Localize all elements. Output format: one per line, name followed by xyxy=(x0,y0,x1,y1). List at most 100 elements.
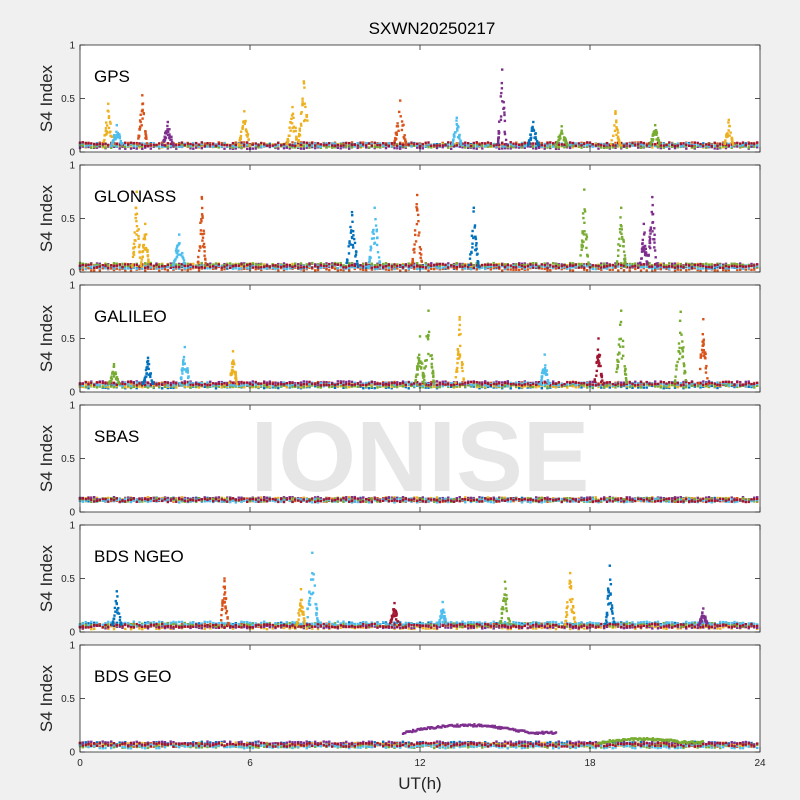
data-point xyxy=(246,265,249,268)
data-point xyxy=(345,141,348,145)
data-point xyxy=(418,143,422,146)
data-point xyxy=(690,263,694,266)
data-point xyxy=(95,266,99,269)
data-point xyxy=(257,144,260,147)
data-point xyxy=(580,248,583,251)
data-point xyxy=(223,267,226,271)
data-point xyxy=(192,147,195,150)
data-point xyxy=(620,232,623,236)
data-point xyxy=(642,265,645,269)
data-point xyxy=(702,144,705,148)
data-point xyxy=(155,267,158,270)
data-point xyxy=(560,264,563,268)
data-point xyxy=(169,266,172,269)
data-point xyxy=(178,265,181,269)
data-point xyxy=(101,267,104,270)
data-point xyxy=(693,264,696,267)
data-point xyxy=(654,124,657,127)
data-point xyxy=(498,147,501,150)
data-point xyxy=(730,146,733,149)
data-point xyxy=(353,145,356,148)
data-point xyxy=(561,132,564,135)
data-point xyxy=(331,266,334,270)
data-point xyxy=(620,146,623,149)
data-point xyxy=(605,265,609,268)
data-point xyxy=(608,386,611,389)
data-point xyxy=(564,138,567,141)
data-point xyxy=(560,143,563,146)
data-point xyxy=(399,263,402,267)
data-point xyxy=(696,267,699,270)
data-point xyxy=(93,144,96,147)
data-point xyxy=(118,137,121,140)
data-point xyxy=(713,269,716,272)
data-point xyxy=(110,146,113,149)
data-point xyxy=(243,386,246,389)
data-point xyxy=(481,147,484,150)
data-point xyxy=(744,144,747,147)
data-point xyxy=(472,266,475,270)
data-point xyxy=(131,255,135,259)
data-point xyxy=(277,147,280,150)
data-point xyxy=(291,141,294,144)
data-point xyxy=(560,144,563,148)
data-point xyxy=(455,262,458,265)
data-point xyxy=(356,141,359,145)
data-point xyxy=(376,145,379,149)
data-point xyxy=(441,146,444,149)
data-point xyxy=(141,117,144,120)
data-point xyxy=(503,130,506,134)
data-point xyxy=(152,143,155,147)
data-point xyxy=(182,259,186,262)
data-point xyxy=(169,142,172,145)
data-point xyxy=(615,126,618,129)
data-point xyxy=(747,385,750,388)
data-point xyxy=(617,254,620,257)
data-point xyxy=(574,144,577,147)
data-point xyxy=(569,263,572,266)
data-point xyxy=(413,143,416,146)
data-point xyxy=(552,142,555,145)
data-point xyxy=(226,145,229,148)
data-point xyxy=(277,269,280,272)
data-point xyxy=(503,145,507,148)
data-point xyxy=(726,133,729,137)
data-point xyxy=(640,250,644,253)
data-point xyxy=(263,144,266,148)
data-point xyxy=(197,145,201,148)
data-point xyxy=(183,262,186,265)
data-point xyxy=(166,120,169,124)
data-point xyxy=(288,267,291,270)
data-point xyxy=(696,268,699,272)
data-point xyxy=(350,141,354,144)
data-point xyxy=(171,143,175,146)
data-point xyxy=(583,268,586,271)
data-point xyxy=(328,142,331,145)
data-point xyxy=(690,146,694,149)
data-point xyxy=(140,258,143,261)
data-point xyxy=(297,140,300,143)
data-point xyxy=(144,144,147,148)
data-point xyxy=(390,268,393,271)
data-point xyxy=(611,268,614,271)
data-point xyxy=(387,266,390,270)
data-point xyxy=(546,269,549,272)
data-point xyxy=(529,138,532,141)
data-point xyxy=(199,229,203,232)
data-point xyxy=(178,145,181,148)
data-point xyxy=(472,264,475,267)
data-point xyxy=(588,143,592,146)
data-point xyxy=(163,136,166,139)
data-point xyxy=(665,145,668,148)
data-point xyxy=(424,266,427,269)
data-point xyxy=(141,255,144,258)
data-point xyxy=(673,264,677,267)
data-point xyxy=(688,268,691,271)
data-point xyxy=(356,144,359,147)
data-point xyxy=(328,143,331,146)
data-point xyxy=(373,206,376,209)
data-point xyxy=(452,266,456,270)
data-point xyxy=(203,254,206,257)
data-point xyxy=(651,267,654,271)
data-point xyxy=(433,267,436,271)
